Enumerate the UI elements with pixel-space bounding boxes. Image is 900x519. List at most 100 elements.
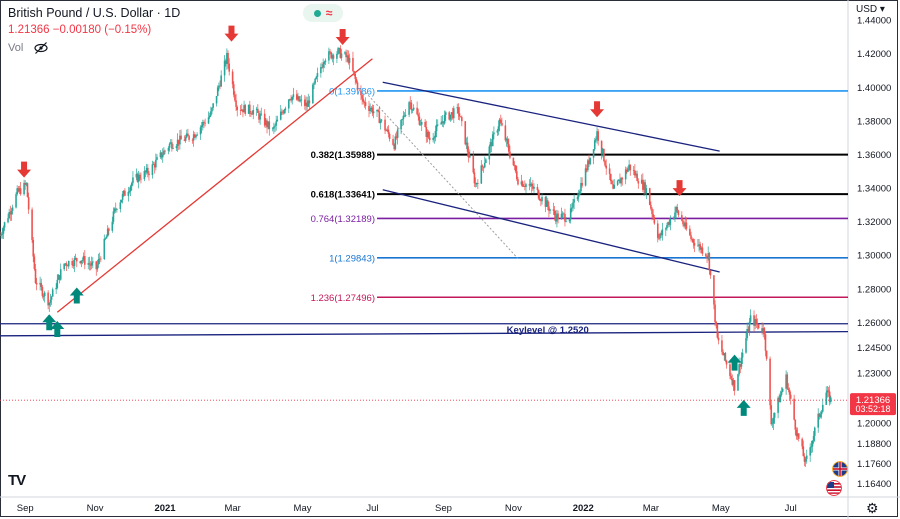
currency-selector[interactable]: USD ▾ — [856, 4, 885, 15]
candle-body — [669, 219, 672, 225]
candle-body — [464, 121, 467, 145]
fib-anchor-line — [365, 92, 519, 259]
y-tick-label: 1.18800 — [857, 439, 891, 450]
candle-body — [525, 184, 527, 187]
tradingview-logo[interactable]: TV — [8, 472, 26, 489]
candle-body — [324, 60, 327, 63]
y-tick-label: 1.36000 — [857, 150, 891, 161]
candle-body — [482, 166, 485, 168]
candle-body — [434, 131, 437, 138]
candle-body — [716, 324, 719, 338]
last-price-badge — [850, 393, 896, 416]
candle-body — [361, 95, 363, 99]
candle-body — [355, 78, 358, 83]
candle-body — [103, 238, 106, 259]
candle-body — [49, 299, 52, 303]
candle-body — [513, 165, 516, 166]
candle-body — [701, 247, 704, 254]
candle-body — [378, 111, 381, 124]
candle-body — [793, 398, 795, 420]
candle-body — [618, 179, 620, 181]
candle-body — [597, 131, 599, 141]
candle-body — [587, 160, 589, 171]
candle-body — [89, 264, 92, 266]
candle-body — [363, 101, 366, 103]
candle-body — [212, 103, 214, 108]
candle-body — [506, 138, 509, 144]
candle-body — [576, 196, 579, 200]
candle-body — [75, 258, 78, 262]
candle-body — [417, 114, 420, 117]
up-arrow-marker — [727, 354, 742, 371]
candle-body — [284, 108, 287, 111]
candle-body — [786, 374, 789, 389]
candle-body — [235, 100, 237, 107]
candle-body — [129, 186, 132, 192]
candle-body — [651, 208, 653, 215]
candle-body — [210, 111, 212, 116]
candle-body — [580, 182, 582, 192]
market-status-pill[interactable]: ≈ — [303, 4, 343, 22]
candle-body — [762, 328, 764, 333]
candle-body — [368, 105, 370, 111]
candle-body — [177, 139, 180, 145]
candle-body — [33, 256, 36, 269]
candle-body — [636, 173, 638, 182]
candle-body — [171, 142, 173, 149]
candle-body — [9, 212, 12, 215]
up-arrow-marker — [42, 314, 57, 331]
candle-body — [156, 157, 158, 160]
candle-body — [208, 115, 211, 118]
candle-body — [304, 99, 306, 106]
candle-body — [697, 245, 699, 247]
x-tick-label: 2021 — [154, 503, 176, 514]
candle-body — [435, 124, 438, 132]
candle-body — [698, 244, 700, 246]
trendline-channel-lower — [382, 189, 720, 273]
candle-body — [689, 228, 691, 236]
candle-body — [674, 212, 676, 218]
y-tick-label: 1.40000 — [857, 83, 891, 94]
candle-body — [777, 397, 779, 413]
candle-body — [444, 112, 447, 115]
candle-body — [532, 186, 534, 189]
volume-label[interactable]: Vol — [8, 42, 24, 54]
candle-body — [352, 57, 354, 71]
candle-body — [705, 253, 707, 257]
y-tick-label: 1.26000 — [857, 318, 891, 329]
candle-body — [64, 263, 67, 265]
candle-body — [825, 392, 828, 405]
candle-body — [420, 121, 423, 125]
candle-body — [215, 95, 218, 104]
candle-body — [452, 108, 455, 119]
candle-body — [232, 84, 235, 95]
candle-body — [498, 119, 501, 127]
gear-icon[interactable]: ⚙ — [866, 500, 879, 516]
candle-body — [474, 183, 477, 185]
candle-body — [693, 242, 696, 246]
candle-body — [592, 149, 595, 158]
candle-body — [416, 107, 418, 115]
candle-body — [765, 350, 768, 359]
candle-body — [601, 148, 604, 154]
eye-off-icon[interactable] — [34, 41, 48, 55]
candle-body — [168, 143, 171, 148]
candle-body — [252, 109, 255, 115]
candle-body — [136, 173, 139, 182]
candle-body — [589, 157, 591, 165]
candle-body — [724, 352, 727, 361]
candle-body — [121, 194, 124, 200]
candle-body — [313, 83, 315, 85]
candle-body — [794, 419, 797, 430]
candle-body — [753, 315, 755, 326]
candle-body — [34, 268, 37, 284]
candle-body — [738, 364, 740, 375]
candle-body — [119, 202, 122, 210]
candle-body — [803, 456, 806, 462]
candle-body — [613, 184, 616, 189]
candle-body — [442, 121, 445, 124]
candle-body — [323, 62, 326, 65]
candle-body — [145, 167, 148, 173]
candle-body — [307, 100, 310, 107]
